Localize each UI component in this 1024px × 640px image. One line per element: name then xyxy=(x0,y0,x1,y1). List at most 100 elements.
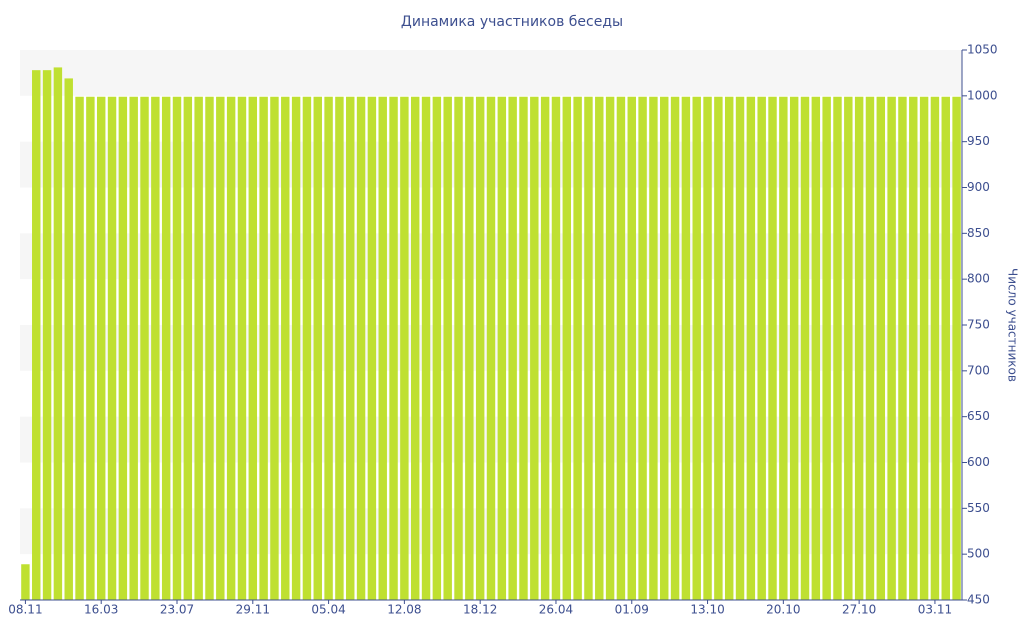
bar xyxy=(129,96,138,600)
bar xyxy=(237,96,247,600)
bar xyxy=(844,96,853,600)
x-tick-label: 29.11 xyxy=(236,603,270,617)
bar xyxy=(302,96,312,600)
bar xyxy=(75,96,84,600)
bar xyxy=(909,96,918,600)
y-tick-label: 500 xyxy=(967,547,990,561)
y-axis-title: Число участников xyxy=(1006,268,1020,382)
bar xyxy=(854,96,864,600)
x-tick-label: 03.11 xyxy=(918,603,952,617)
x-tick-label: 20.10 xyxy=(766,603,800,617)
bar xyxy=(465,96,474,600)
bar xyxy=(660,96,669,600)
x-tick-label: 16.03 xyxy=(84,603,118,617)
y-tick-label: 1050 xyxy=(967,43,998,57)
bar xyxy=(670,96,680,600)
y-tick-label: 450 xyxy=(967,593,990,607)
y-tick-label: 700 xyxy=(967,363,990,377)
bar xyxy=(941,96,950,600)
bar xyxy=(898,96,907,600)
bar xyxy=(508,96,517,600)
bar xyxy=(833,96,842,600)
bar xyxy=(161,96,171,600)
bar xyxy=(324,96,333,600)
bar xyxy=(389,96,398,600)
bar xyxy=(930,96,940,600)
y-tick-label: 800 xyxy=(967,272,990,286)
bar xyxy=(757,96,766,600)
y-tick-label: 850 xyxy=(967,226,990,240)
bar xyxy=(378,96,387,600)
bar xyxy=(194,96,203,600)
bar xyxy=(789,96,799,600)
bar xyxy=(551,96,561,600)
y-tick-label: 750 xyxy=(967,318,990,332)
grid-band xyxy=(20,50,962,96)
bar xyxy=(226,96,236,600)
bar xyxy=(356,96,366,600)
bar xyxy=(270,96,279,600)
bar xyxy=(605,96,615,600)
bar xyxy=(573,96,582,600)
bar xyxy=(876,96,886,600)
x-tick-label: 13.10 xyxy=(690,603,724,617)
bar xyxy=(86,96,95,600)
bar xyxy=(627,96,636,600)
bar xyxy=(540,96,550,600)
bar xyxy=(151,96,160,600)
x-tick-label: 08.11 xyxy=(8,603,42,617)
bar xyxy=(64,78,73,600)
bar xyxy=(724,96,734,600)
bar xyxy=(313,96,322,600)
bar xyxy=(768,96,777,600)
bar xyxy=(779,96,788,600)
chart-title: Динамика участников беседы xyxy=(401,14,623,30)
bar xyxy=(118,96,128,600)
bar xyxy=(681,96,691,600)
bar xyxy=(562,96,572,600)
bar xyxy=(53,67,63,600)
bar xyxy=(21,564,30,600)
y-tick-label: 550 xyxy=(967,501,990,515)
bar xyxy=(291,96,301,600)
y-tick-label: 600 xyxy=(967,455,990,469)
bar xyxy=(638,96,647,600)
bar xyxy=(649,96,658,600)
x-tick-label: 12.08 xyxy=(387,603,421,617)
bar xyxy=(811,96,821,600)
bar xyxy=(367,96,377,600)
x-tick-label: 23.07 xyxy=(160,603,194,617)
bar xyxy=(822,96,831,600)
bar xyxy=(400,96,409,600)
bar xyxy=(714,96,723,600)
bar xyxy=(172,96,182,600)
bar xyxy=(107,96,117,600)
bar xyxy=(281,96,290,600)
bar xyxy=(443,96,452,600)
y-tick-label: 900 xyxy=(967,180,990,194)
bar xyxy=(616,96,626,600)
bar xyxy=(735,96,745,600)
bar xyxy=(919,96,929,600)
x-tick-label: 01.09 xyxy=(615,603,649,617)
bar xyxy=(746,96,756,600)
bar xyxy=(595,96,604,600)
bar xyxy=(865,96,875,600)
bar xyxy=(205,96,214,600)
bar xyxy=(454,96,463,600)
bar xyxy=(952,96,961,600)
bar xyxy=(248,96,258,600)
bar xyxy=(584,96,593,600)
bar xyxy=(140,96,149,600)
bar xyxy=(183,96,193,600)
x-tick-label: 05.04 xyxy=(311,603,345,617)
bar xyxy=(519,96,528,600)
bar xyxy=(703,96,712,600)
x-tick-label: 27.10 xyxy=(842,603,876,617)
bar xyxy=(692,96,701,600)
bar xyxy=(32,70,41,600)
y-tick-label: 1000 xyxy=(967,88,998,102)
bar xyxy=(530,96,539,600)
bar xyxy=(216,96,225,600)
